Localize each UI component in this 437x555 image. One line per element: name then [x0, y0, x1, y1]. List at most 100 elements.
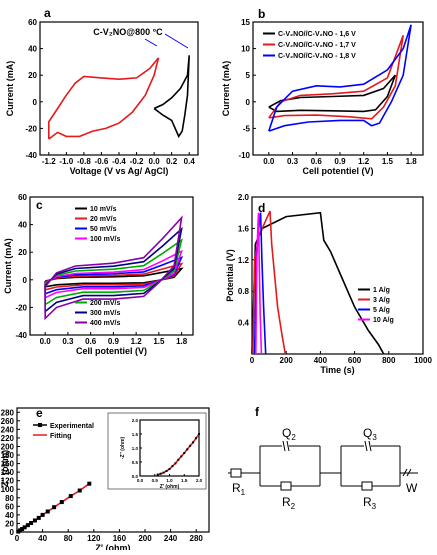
x-tick-label: 40: [38, 534, 47, 543]
x-tick-label: 400: [314, 356, 328, 365]
x-tick-label: 1.5: [382, 157, 394, 166]
y-tick-label: 0.4: [238, 319, 250, 328]
inset-data-point: [180, 455, 183, 458]
y-tick-label: 5: [246, 71, 251, 80]
y-tick-label: 20: [28, 71, 37, 80]
y-tick-label: -20: [15, 303, 27, 312]
inset-data-point: [174, 462, 177, 465]
inset-data-point: [159, 472, 162, 475]
x-tick-label: 80: [64, 534, 73, 543]
inset-fit-line: [157, 433, 200, 476]
x-tick-label: 0.4: [184, 157, 196, 166]
resistor-r3: [361, 481, 373, 491]
cpe-q3: [368, 440, 372, 452]
inset-y-tick-label: 0.0: [132, 474, 139, 479]
x-tick-label: 1.8: [406, 157, 418, 166]
cv-curve: [48, 57, 160, 140]
x-tick-label: -0.8: [77, 157, 91, 166]
x-tick-label: 0: [250, 356, 255, 365]
plot-frame: [251, 196, 424, 355]
legend-label: 20 mV/s: [90, 216, 117, 223]
panel-b: 0.0 0.3 0.6 0.9 1.2 1.5 1.8 -10 -5 0 5 10 15 Cell pot…: [221, 7, 424, 176]
plot-frame: [16, 407, 210, 533]
label-r3-subscript: 3: [372, 502, 377, 511]
x-tick-label: 0.9: [334, 157, 346, 166]
inset-x-tick-label: 2.0: [196, 478, 203, 483]
data-point: [22, 525, 27, 530]
y-tick-label: -20: [25, 124, 37, 133]
data-point: [52, 505, 57, 510]
cv-curve: [44, 226, 183, 314]
x-tick-label: -0.6: [95, 157, 109, 166]
legend-label: 400 mV/s: [90, 320, 120, 327]
cpe-q2: [282, 440, 286, 452]
y-tick-label: 100: [1, 485, 15, 494]
x-tick-label: 280: [190, 534, 204, 543]
label-r2: R2: [282, 495, 296, 511]
x-tick-label: 800: [382, 356, 396, 365]
annotation-arrow: [144, 38, 158, 47]
y-tick-label: 40: [5, 511, 14, 520]
cv-curve: [44, 249, 183, 299]
y-tick-label: 60: [5, 502, 14, 511]
x-axis-label: Voltage (V vs Ag/ AgCl): [70, 166, 169, 176]
legend-label: 200 mV/s: [90, 300, 120, 307]
x-tick-label: 0.3: [287, 157, 299, 166]
y-tick-label: 15: [241, 18, 250, 27]
inset-data-point: [171, 465, 174, 468]
y-tick-label: 160: [1, 460, 15, 469]
data-point: [45, 509, 50, 514]
cpe-q3: [364, 440, 368, 452]
x-tick-label: 1.2: [358, 157, 370, 166]
legend-label: 50 mV/s: [90, 226, 117, 233]
y-tick-label: 20: [18, 248, 27, 257]
panel-a: -1.2 -1.0 -0.8 -0.6 -0.4 -0.2 0.0 0.2 0.4 -40 -20 0…: [5, 6, 199, 176]
label-r1: R1: [232, 481, 246, 497]
label-q2: Q2: [282, 426, 296, 442]
x-tick-label: 0.9: [108, 337, 120, 346]
inset-y-tick-label: 1.5: [132, 432, 139, 437]
legend-label: Fitting: [50, 433, 71, 440]
legend-label: 5 A/g: [373, 307, 390, 314]
x-tick-label: 1.8: [176, 337, 188, 346]
y-tick-label: 1.2: [238, 256, 250, 265]
cv-curve: [44, 238, 183, 306]
y-tick-label: 0: [246, 98, 251, 107]
cv-curve: [268, 24, 412, 132]
y-tick-label: 0: [10, 528, 15, 537]
panel-label: e: [36, 406, 43, 420]
inset-data-point: [168, 468, 171, 470]
legend-label: 300 mV/s: [90, 310, 120, 317]
data-point: [68, 494, 73, 499]
data-point: [32, 518, 37, 523]
legend-label: C-V₂NO//C-V₂NO - 1,8 V: [278, 53, 356, 60]
x-tick-label: -1.2: [42, 157, 56, 166]
x-tick-label: 1000: [414, 356, 432, 365]
data-point: [59, 500, 64, 505]
data-point: [40, 512, 45, 517]
x-tick-label: 0.0: [263, 157, 275, 166]
inset-x-tick-label: 1.5: [181, 478, 188, 483]
annotation-label: C-V₂NO@800 °C: [93, 27, 163, 37]
inset-x-tick-label: 0.5: [152, 478, 159, 483]
data-point: [25, 523, 30, 528]
legend-label: Experimental: [50, 423, 94, 430]
x-axis-label: Cell potentiel (V): [302, 166, 373, 176]
data-point: [36, 515, 41, 520]
inset-y-tick-label: 0.5: [132, 460, 139, 465]
cpe-q2: [286, 440, 290, 452]
y-axis-label: Current (mA): [5, 61, 15, 117]
inset-data-point: [162, 471, 165, 474]
resistor-r2: [280, 481, 292, 491]
x-tick-label: 0.6: [85, 337, 97, 346]
inset-data-point: [186, 448, 189, 451]
inset-x-tick-label: 1.0: [166, 478, 173, 483]
inset-data-point: [165, 469, 168, 472]
inset-y-tick-label: 2.0: [132, 418, 139, 423]
x-tick-label: 0: [15, 534, 20, 543]
data-point: [29, 521, 34, 526]
x-tick-label: 120: [87, 534, 101, 543]
warburg-symbol: [402, 468, 412, 477]
